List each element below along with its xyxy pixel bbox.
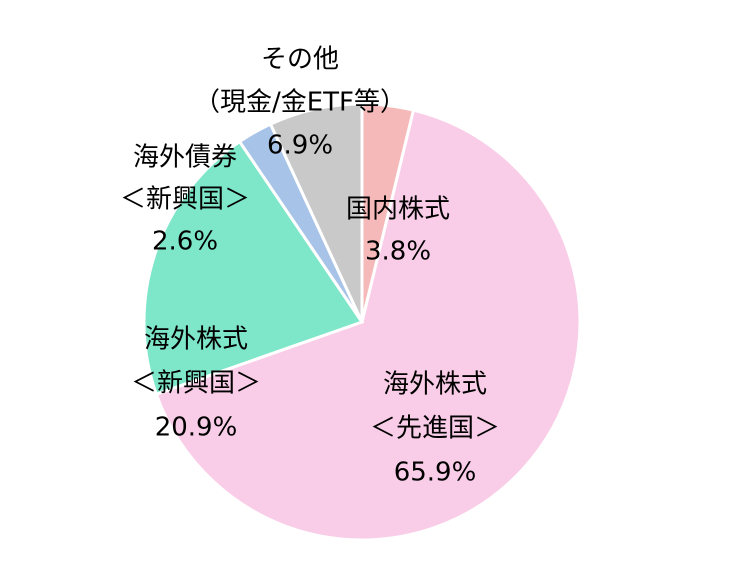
slice-label: 国内株式 (346, 195, 450, 225)
slice-label: 海外株式 (383, 370, 487, 400)
value-label: 6.9% (267, 131, 333, 161)
slice-label: （現金/金ETF等） (194, 88, 406, 118)
slice-label: その他 (261, 45, 339, 75)
value-label: 3.8% (365, 237, 431, 267)
value-label: 65.9% (394, 458, 477, 488)
slice-label: 海外債券 (133, 143, 237, 173)
pie-slice (142, 139, 365, 397)
value-label: 20.9% (155, 413, 238, 443)
slice-label: 海外株式 (144, 325, 248, 355)
slice-label: ＜新興国＞ (131, 369, 261, 399)
slice-label: ＜新興国＞ (120, 185, 250, 215)
pie-slice (154, 108, 582, 542)
pie-slice (268, 102, 364, 323)
slice-label: ＜先進国＞ (370, 414, 500, 444)
value-label: 2.6% (152, 227, 218, 257)
